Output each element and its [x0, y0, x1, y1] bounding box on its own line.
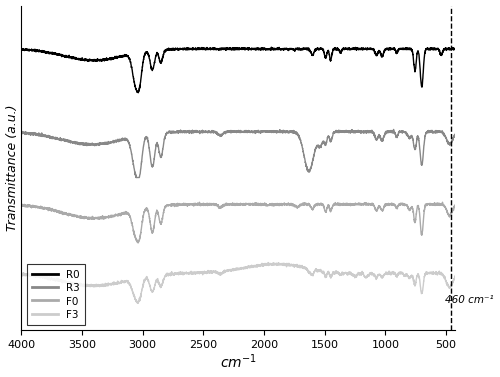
R3 — [455, 129, 461, 134]
F3 — [290, 262, 296, 267]
F0 — [455, 202, 461, 207]
R0 — [140, 57, 146, 62]
F0 — [112, 213, 118, 218]
Y-axis label: Transmittance (a.u.): Transmittance (a.u.) — [6, 105, 18, 231]
R3 — [112, 139, 118, 144]
R0 — [455, 47, 461, 51]
F0 — [135, 241, 141, 245]
R0 — [18, 48, 24, 52]
R3 — [390, 127, 396, 132]
F3 — [135, 301, 141, 306]
F0 — [290, 202, 296, 207]
R3 — [290, 130, 296, 135]
R3 — [414, 136, 420, 141]
F0 — [140, 213, 146, 217]
R3 — [140, 144, 146, 149]
F3 — [282, 262, 288, 267]
R3 — [282, 130, 288, 135]
Line: F3: F3 — [22, 262, 458, 303]
Line: R0: R0 — [22, 47, 458, 93]
X-axis label: cm$^{-1}$: cm$^{-1}$ — [220, 353, 256, 371]
R0 — [112, 56, 118, 60]
Line: R3: R3 — [22, 129, 458, 178]
F3 — [455, 272, 461, 276]
R0 — [414, 52, 420, 57]
R0 — [136, 90, 141, 95]
Line: F0: F0 — [22, 202, 458, 243]
R3 — [133, 175, 139, 180]
F0 — [455, 202, 461, 207]
F3 — [265, 260, 271, 265]
F0 — [282, 202, 288, 207]
F0 — [440, 200, 446, 204]
R0 — [268, 45, 274, 49]
R0 — [282, 47, 288, 52]
R3 — [18, 131, 24, 135]
Legend: R0, R3, F0, F3: R0, R3, F0, F3 — [26, 264, 85, 325]
F3 — [455, 271, 461, 276]
R0 — [290, 47, 296, 52]
F3 — [112, 281, 118, 286]
R3 — [455, 130, 461, 135]
Text: 460 cm⁻¹: 460 cm⁻¹ — [445, 295, 494, 305]
F3 — [140, 283, 146, 287]
F3 — [414, 274, 420, 279]
R0 — [455, 47, 461, 52]
F0 — [18, 203, 24, 208]
F0 — [414, 208, 420, 213]
F3 — [18, 272, 24, 277]
